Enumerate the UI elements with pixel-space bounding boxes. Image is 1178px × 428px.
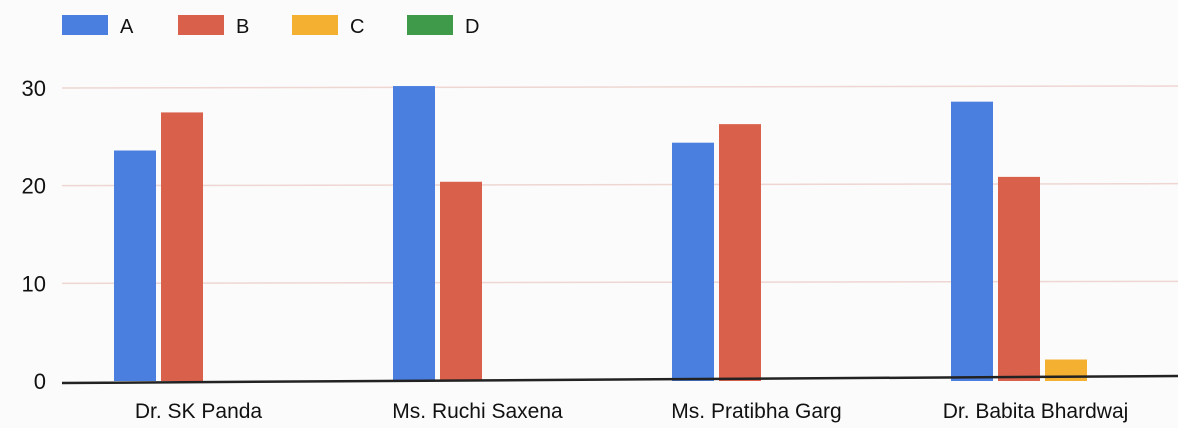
legend-label-b: B — [236, 16, 249, 38]
x-category-label: Dr. Babita Bhardwaj — [943, 400, 1129, 423]
legend-label-c: C — [350, 16, 364, 38]
bar-b[interactable] — [719, 124, 761, 382]
x-axis-line — [61, 374, 1178, 385]
x-category-label: Ms. Pratibha Garg — [671, 400, 841, 423]
bar-a[interactable] — [951, 101, 993, 381]
legend-swatch-d — [407, 15, 453, 35]
y-tick-label: 30 — [22, 76, 46, 101]
legend-label-d: D — [465, 16, 479, 38]
bar-b[interactable] — [161, 112, 203, 382]
x-category-label: Dr. SK Panda — [135, 400, 263, 423]
legend-swatch-c — [292, 15, 338, 35]
bar-a[interactable] — [114, 150, 156, 381]
legend-item-b[interactable]: B — [178, 15, 249, 38]
bar-a[interactable] — [672, 142, 714, 381]
legend-item-d[interactable]: D — [407, 15, 479, 38]
legend-item-a[interactable]: A — [62, 15, 134, 38]
legend-swatch-b — [178, 15, 224, 35]
bars — [114, 86, 1087, 382]
legend-swatch-a — [62, 15, 108, 35]
legend-item-c[interactable]: C — [292, 15, 364, 38]
bar-b[interactable] — [440, 181, 482, 381]
gridline — [61, 85, 1178, 89]
y-tick-label: 10 — [22, 271, 46, 296]
y-axis-ticks: 0 10 20 30 — [22, 76, 46, 394]
x-axis-labels: Dr. SK Panda Ms. Ruchi Saxena Ms. Pratibha… — [135, 400, 1128, 423]
y-tick-label: 20 — [22, 174, 46, 199]
bar-b[interactable] — [998, 176, 1040, 381]
x-category-label: Ms. Ruchi Saxena — [392, 400, 563, 423]
legend-label-a: A — [120, 16, 134, 38]
bar-a[interactable] — [393, 86, 435, 382]
legend: A B C D — [62, 15, 479, 38]
y-tick-label: 0 — [34, 369, 46, 394]
